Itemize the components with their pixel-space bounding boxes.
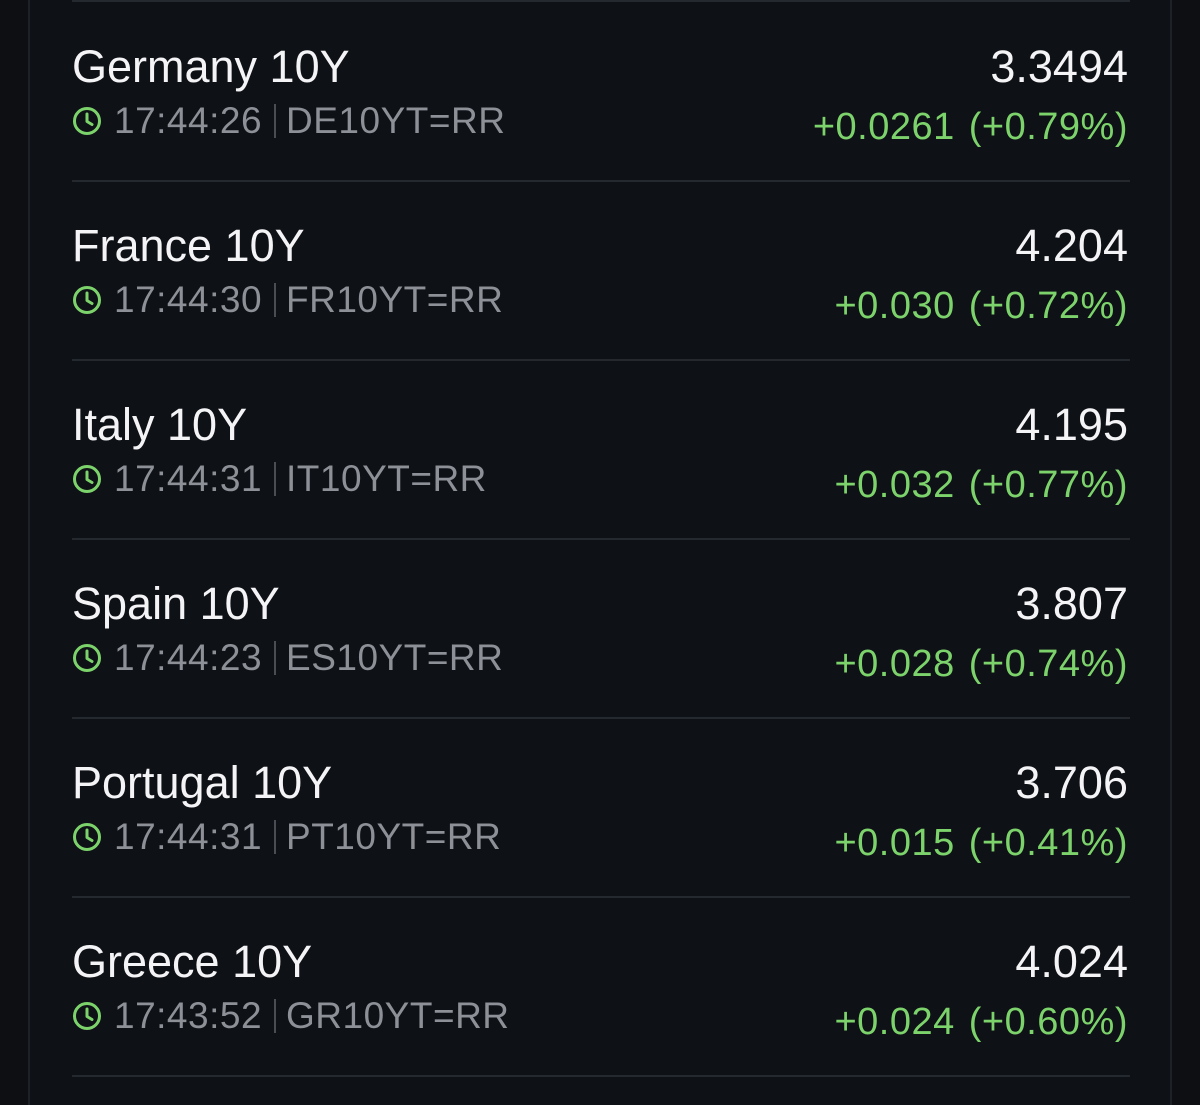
change-percent: (+0.72%) bbox=[968, 285, 1128, 327]
quote-price: 4.195 bbox=[1015, 399, 1128, 450]
row-divider bbox=[72, 538, 1130, 540]
clock-icon bbox=[73, 107, 101, 135]
quote-meta: 17:44:30 FR10YT=RR bbox=[72, 276, 503, 324]
row-divider bbox=[72, 359, 1130, 361]
change-percent: (+0.74%) bbox=[968, 643, 1128, 685]
instrument-name: Spain 10Y bbox=[72, 578, 280, 629]
quote-timestamp: 17:44:31 bbox=[114, 816, 263, 857]
quote-row-france[interactable]: France 10Y 17:44:30 FR10YT=RR 4.204 +0.0… bbox=[72, 182, 1130, 361]
change-percent: (+0.41%) bbox=[968, 822, 1128, 864]
meta-separator bbox=[274, 820, 277, 854]
row-divider bbox=[72, 896, 1130, 898]
clock-icon bbox=[73, 465, 101, 493]
quote-change: +0.032 (+0.77%) bbox=[834, 460, 1128, 510]
change-value: +0.028 bbox=[834, 643, 955, 685]
clock-icon bbox=[73, 1002, 101, 1030]
quote-list-panel bbox=[28, 0, 1172, 1105]
quote-change: +0.0261 (+0.79%) bbox=[813, 102, 1128, 152]
clock-icon bbox=[73, 644, 101, 672]
change-value: +0.030 bbox=[834, 285, 955, 327]
quote-row-portugal[interactable]: Portugal 10Y 17:44:31 PT10YT=RR 3.706 +0… bbox=[72, 719, 1130, 898]
change-percent: (+0.60%) bbox=[968, 1001, 1128, 1043]
instrument-ric: DE10YT=RR bbox=[286, 100, 506, 141]
quote-meta: 17:44:26 DE10YT=RR bbox=[72, 97, 505, 145]
quote-change: +0.028 (+0.74%) bbox=[834, 639, 1128, 689]
instrument-name: Portugal 10Y bbox=[72, 757, 333, 808]
change-percent: (+0.79%) bbox=[968, 106, 1128, 148]
quote-timestamp: 17:44:23 bbox=[114, 637, 263, 678]
meta-separator bbox=[274, 999, 277, 1033]
clock-icon bbox=[73, 286, 101, 314]
instrument-name: Germany 10Y bbox=[72, 41, 350, 92]
quote-row-italy[interactable]: Italy 10Y 17:44:31 IT10YT=RR 4.195 +0.03… bbox=[72, 361, 1130, 540]
quote-timestamp: 17:44:30 bbox=[114, 279, 263, 320]
change-value: +0.015 bbox=[834, 822, 955, 864]
quote-row-germany[interactable]: Germany 10Y 17:44:26 DE10YT=RR 3.3494 +0… bbox=[72, 3, 1130, 182]
instrument-ric: ES10YT=RR bbox=[286, 637, 504, 678]
quote-meta: 17:44:23 ES10YT=RR bbox=[72, 634, 503, 682]
meta-separator bbox=[274, 104, 277, 138]
change-value: +0.024 bbox=[834, 1001, 955, 1043]
quote-price: 3.706 bbox=[1015, 757, 1128, 808]
quote-meta: 17:44:31 IT10YT=RR bbox=[72, 455, 487, 503]
quote-price: 3.3494 bbox=[990, 41, 1128, 92]
quote-meta: 17:43:52 GR10YT=RR bbox=[72, 992, 510, 1040]
meta-separator bbox=[274, 283, 277, 317]
quote-timestamp: 17:44:31 bbox=[114, 458, 263, 499]
instrument-ric: PT10YT=RR bbox=[286, 816, 502, 857]
instrument-ric: GR10YT=RR bbox=[286, 995, 510, 1036]
quote-change: +0.015 (+0.41%) bbox=[834, 818, 1128, 868]
clock-icon bbox=[73, 823, 101, 851]
instrument-name: Greece 10Y bbox=[72, 936, 313, 987]
row-divider bbox=[72, 180, 1130, 182]
meta-separator bbox=[274, 641, 277, 675]
change-value: +0.032 bbox=[834, 464, 955, 506]
quote-timestamp: 17:44:26 bbox=[114, 100, 263, 141]
list-top-divider bbox=[72, 0, 1130, 2]
instrument-ric: FR10YT=RR bbox=[286, 279, 504, 320]
quote-change: +0.024 (+0.60%) bbox=[834, 997, 1128, 1047]
row-divider bbox=[72, 1075, 1130, 1077]
quote-change: +0.030 (+0.72%) bbox=[834, 281, 1128, 331]
change-value: +0.0261 bbox=[812, 106, 955, 148]
quote-price: 3.807 bbox=[1015, 578, 1128, 629]
instrument-name: France 10Y bbox=[72, 220, 305, 271]
change-percent: (+0.77%) bbox=[968, 464, 1128, 506]
quote-timestamp: 17:43:52 bbox=[114, 995, 263, 1036]
quote-row-spain[interactable]: Spain 10Y 17:44:23 ES10YT=RR 3.807 +0.02… bbox=[72, 540, 1130, 719]
quote-meta: 17:44:31 PT10YT=RR bbox=[72, 813, 501, 861]
quote-row-greece[interactable]: Greece 10Y 17:43:52 GR10YT=RR 4.024 +0.0… bbox=[72, 898, 1130, 1077]
meta-separator bbox=[274, 462, 277, 496]
instrument-ric: IT10YT=RR bbox=[286, 458, 487, 499]
instrument-name: Italy 10Y bbox=[72, 399, 248, 450]
quote-price: 4.204 bbox=[1015, 220, 1128, 271]
row-divider bbox=[72, 717, 1130, 719]
quote-price: 4.024 bbox=[1015, 936, 1128, 987]
